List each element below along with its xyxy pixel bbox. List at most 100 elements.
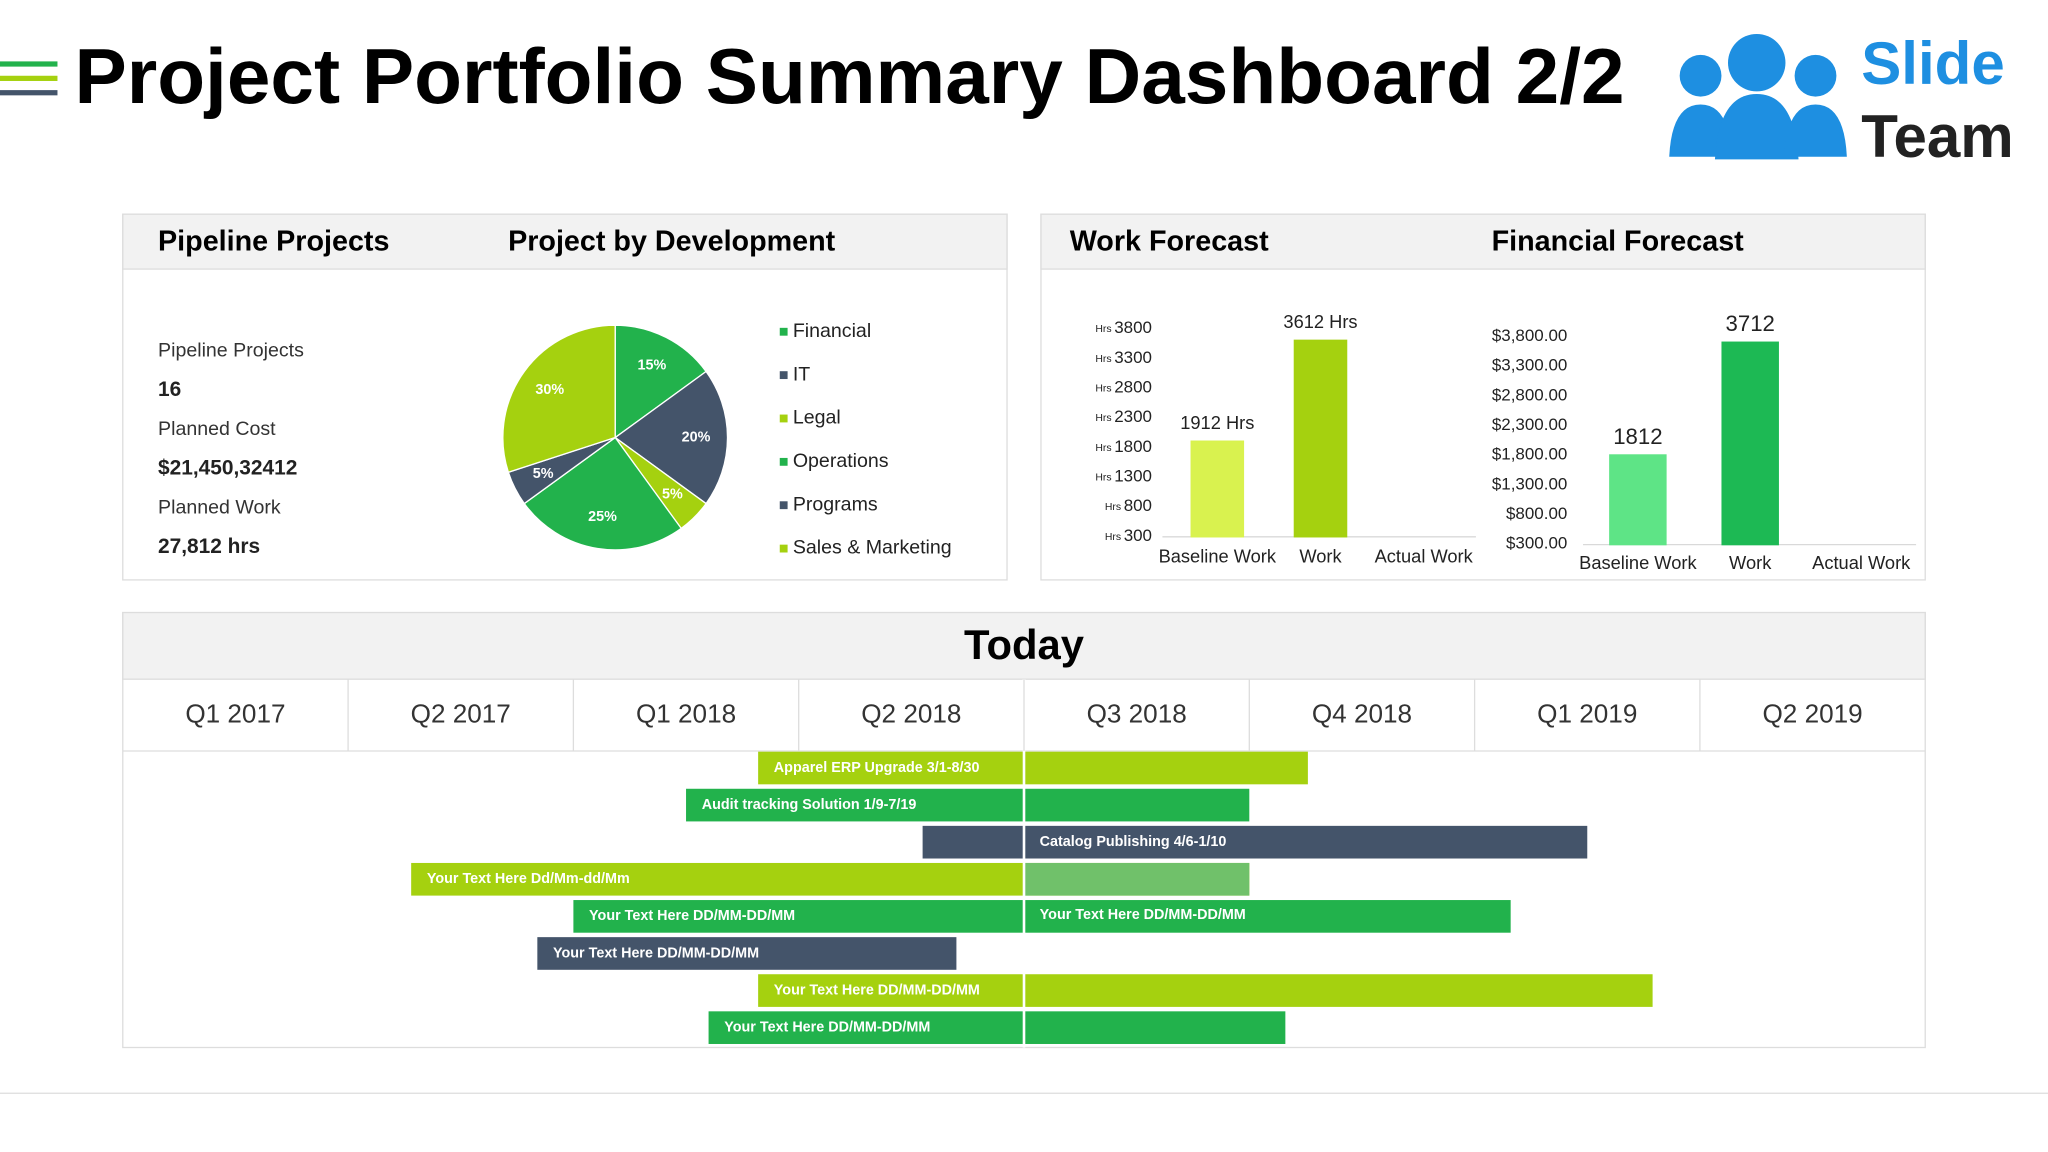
pie-label: 5% [662, 487, 683, 503]
y-tick-label: Hrs 1800 [1095, 437, 1152, 456]
quarter-label: Q3 2018 [1087, 699, 1187, 729]
y-tick-label: $300.00 [1506, 534, 1567, 553]
gantt-bar [537, 937, 957, 970]
quarter-label: Q2 2019 [1762, 699, 1862, 729]
y-tick-label: $800.00 [1506, 504, 1567, 523]
y-tick-label: Hrs 3800 [1095, 319, 1152, 338]
legend-marker [779, 544, 788, 553]
tick-value: 300 [1124, 526, 1152, 545]
accent-line [0, 61, 58, 67]
gantt-label: Your Text Here DD/MM-DD/MM [774, 982, 980, 998]
logo: Slide Team [1666, 26, 2046, 177]
logo-text: Team [1861, 103, 2013, 170]
tick-value: $800.00 [1506, 504, 1567, 523]
legend-marker [779, 457, 788, 466]
panel-heading: Project by Development [508, 226, 836, 258]
gantt-label: Your Text Here DD/MM-DD/MM [724, 1019, 930, 1035]
x-tick-label: Baseline Work [1579, 552, 1697, 573]
timeline-heading: Today [964, 621, 1085, 668]
panel-heading: Work Forecast [1070, 226, 1269, 258]
value-label: 1912 Hrs [1180, 412, 1254, 433]
y-tick-label: $1,300.00 [1492, 475, 1568, 494]
y-tick-label: Hrs 2300 [1095, 408, 1152, 427]
pie-slice [614, 370, 729, 505]
gantt-label: Your Text Here DD/MM-DD/MM [1040, 907, 1246, 923]
tick-value: $1,300.00 [1492, 475, 1568, 494]
bar [1721, 341, 1779, 546]
y-tick-label: $2,300.00 [1492, 415, 1568, 434]
tick-value: $1,800.00 [1492, 445, 1568, 464]
pie-slice [614, 324, 707, 439]
pie-label: 5% [533, 466, 554, 482]
legend-label: Programs [793, 493, 878, 515]
legend-marker [779, 327, 788, 336]
x-tick-label: Baseline Work [1159, 546, 1277, 567]
legend-label: Sales & Marketing [793, 537, 952, 559]
legend-label: Operations [793, 450, 889, 472]
y-tick-label: Hrs 300 [1105, 526, 1152, 545]
tick-unit: Hrs [1105, 502, 1121, 513]
legend-marker [779, 414, 788, 423]
tick-value: 1300 [1114, 467, 1152, 486]
legend-label: IT [793, 363, 810, 385]
quarter-label: Q1 2018 [636, 699, 736, 729]
gantt-bar [922, 825, 1588, 859]
tick-value: $2,800.00 [1492, 386, 1568, 405]
pie-label: 15% [638, 357, 667, 373]
tick-value: 2800 [1114, 378, 1152, 397]
panel-heading: Pipeline Projects [158, 226, 389, 258]
gantt-bar [708, 1011, 1286, 1044]
pie-label: 30% [535, 382, 564, 398]
x-tick-label: Work [1299, 546, 1342, 567]
metric-value: $21,450,32412 [158, 456, 297, 479]
value-label: 3612 Hrs [1283, 311, 1357, 332]
y-tick-label: Hrs 3300 [1095, 348, 1152, 367]
tick-unit: Hrs [1095, 472, 1111, 483]
accent-line [0, 90, 58, 96]
tick-value: $3,300.00 [1492, 356, 1568, 375]
tick-unit: Hrs [1095, 443, 1111, 454]
tick-unit: Hrs [1095, 413, 1111, 424]
x-tick-label: Actual Work [1375, 546, 1474, 567]
gantt-bar [758, 974, 1653, 1007]
metric-label: Planned Cost [158, 418, 276, 440]
pie-label: 20% [682, 429, 711, 445]
y-tick-label: Hrs 1300 [1095, 467, 1152, 486]
gantt-bar [758, 751, 1308, 785]
y-tick-label: Hrs 2800 [1095, 378, 1152, 397]
tick-value: 2300 [1114, 408, 1152, 427]
quarter-label: Q1 2019 [1537, 699, 1637, 729]
panel-header [122, 213, 1008, 270]
legend-label: Legal [793, 407, 841, 429]
y-tick-label: $2,800.00 [1492, 386, 1568, 405]
pie-slice [523, 436, 683, 551]
bar [1609, 454, 1667, 546]
x-tick-label: Work [1729, 552, 1772, 573]
quarter-label: Q1 2017 [185, 699, 285, 729]
tick-value: 3800 [1114, 319, 1152, 338]
panel-header [1040, 213, 1926, 270]
logo-text: Slide [1861, 30, 2005, 97]
tick-unit: Hrs [1095, 383, 1111, 394]
quarter-label: Q2 2018 [861, 699, 961, 729]
bar [1190, 440, 1245, 538]
accent-line [0, 75, 58, 81]
metric-label: Pipeline Projects [158, 340, 304, 362]
legend-marker [779, 371, 788, 380]
legend-label: Financial [793, 320, 871, 342]
y-tick-label: $3,300.00 [1492, 356, 1568, 375]
x-tick-label: Actual Work [1812, 552, 1911, 573]
page-title: Project Portfolio Summary Dashboard 2/2 [74, 32, 1624, 120]
gantt-label: Your Text Here DD/MM-DD/MM [553, 945, 759, 961]
gantt-label: Your Text Here DD/MM-DD/MM [589, 908, 795, 924]
metric-label: Planned Work [158, 496, 281, 518]
pie-slice [502, 324, 616, 474]
tick-value: $300.00 [1506, 534, 1567, 553]
tick-unit: Hrs [1095, 324, 1111, 335]
gantt-label: Apparel ERP Upgrade 3/1-8/30 [774, 760, 980, 776]
tick-value: 800 [1124, 497, 1152, 516]
y-tick-label: $3,800.00 [1492, 326, 1568, 345]
quarter-label: Q4 2018 [1312, 699, 1412, 729]
y-tick-label: Hrs 800 [1105, 497, 1152, 516]
